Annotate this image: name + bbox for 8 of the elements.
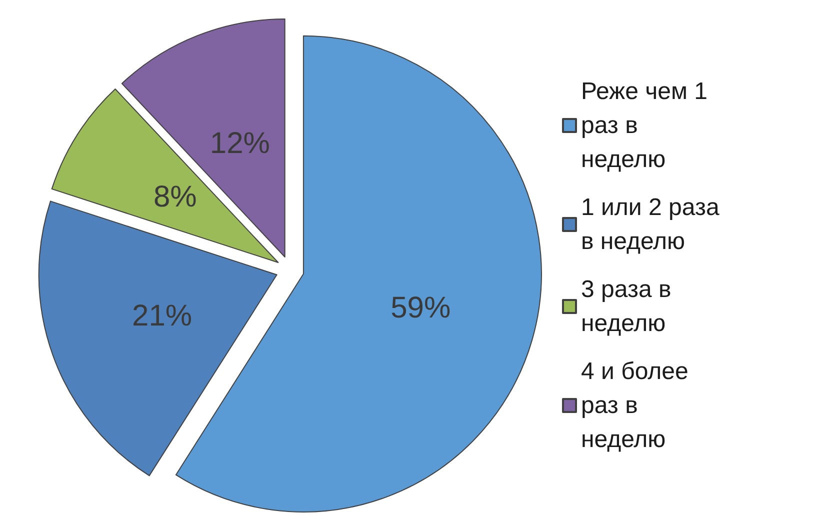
legend-label: 3 раза в неделю xyxy=(581,276,678,337)
legend-label: Реже чем 1 раз в неделю xyxy=(581,78,714,173)
data-label: 8% xyxy=(153,180,197,214)
data-label: 59% xyxy=(390,291,451,324)
data-label: 12% xyxy=(210,127,270,160)
data-label: 21% xyxy=(132,300,192,333)
legend-label: 1 или 2 раза в неделю xyxy=(581,194,726,255)
legend-label: 4 и более раз в неделю xyxy=(581,358,696,453)
